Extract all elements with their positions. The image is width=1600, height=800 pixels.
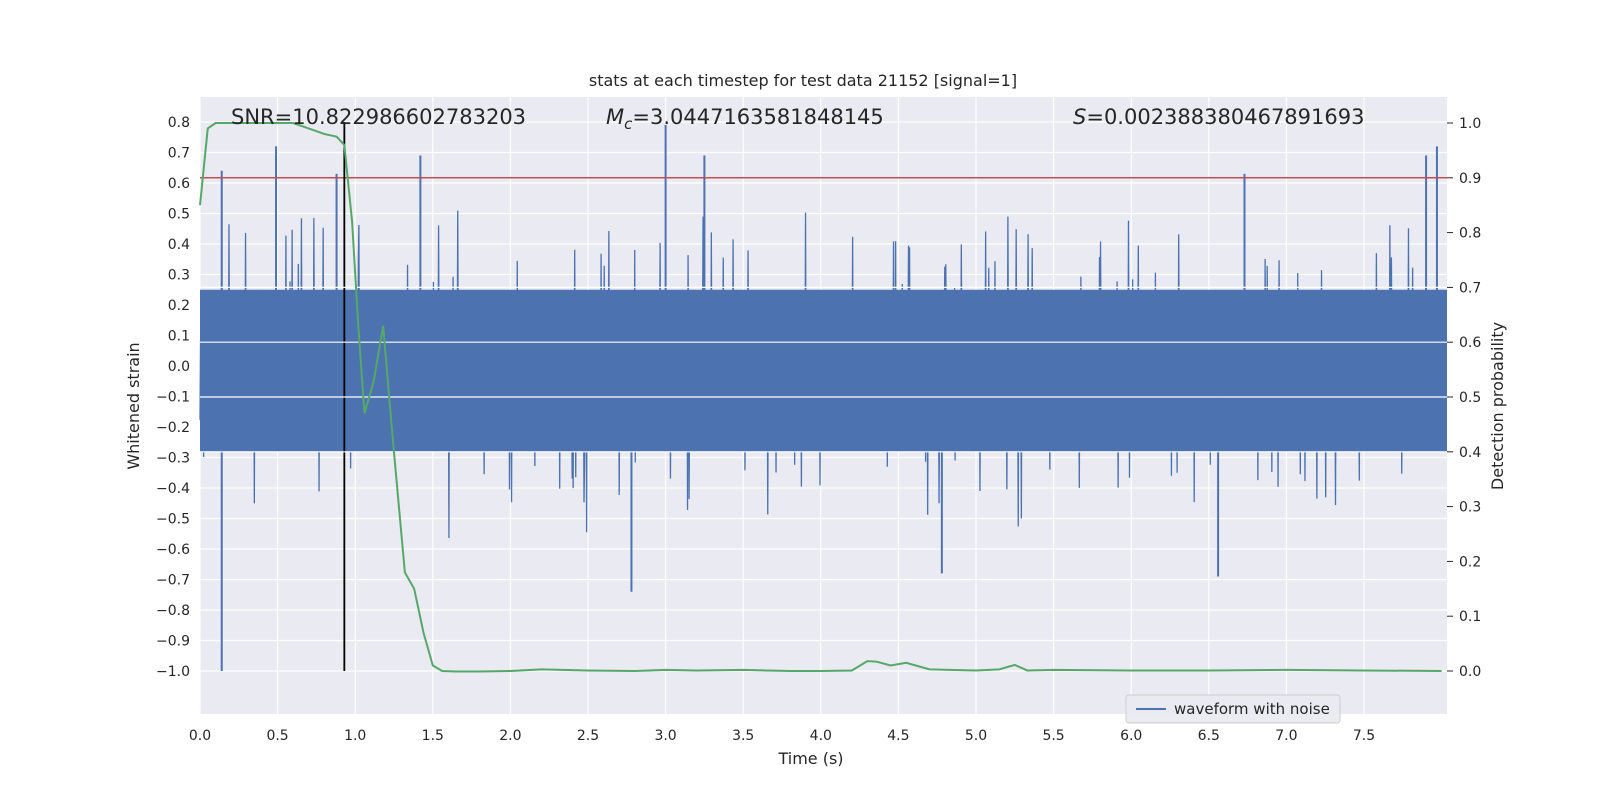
- x-axis-label: Time (s): [777, 749, 843, 768]
- snr-annotation: SNR=10.822986602783203: [231, 105, 526, 129]
- chirp-mass-value: =3.0447163581848145: [632, 105, 883, 129]
- y-left-tick-label-0: 0.8: [168, 115, 190, 131]
- chirp-mass-subscript: c: [624, 115, 633, 133]
- y-left-tick-label-9: −0.1: [156, 390, 190, 406]
- y-left-tick-label-15: −0.7: [156, 573, 190, 589]
- waveform-series: [199, 125, 1447, 671]
- legend-box: [1125, 694, 1341, 724]
- y-right-tick-label-3: 0.7: [1459, 280, 1481, 296]
- chirp-mass-symbol: M: [606, 105, 624, 129]
- y-left-tick-label-3: 0.5: [168, 207, 190, 223]
- y-right-tick-label-6: 0.4: [1459, 445, 1481, 461]
- y-left-tick-label-14: −0.6: [156, 542, 190, 558]
- x-tick-label-5: 2.5: [577, 728, 599, 744]
- x-tick-label-13: 6.5: [1198, 728, 1220, 744]
- x-tick-label-10: 5.0: [965, 728, 987, 744]
- x-tick-label-9: 4.5: [887, 728, 909, 744]
- y-left-tick-label-8: 0.0: [168, 359, 190, 375]
- y-right-axis-label: Detection probability: [1488, 322, 1507, 490]
- x-tick-label-1: 0.5: [266, 728, 288, 744]
- y-left-tick-label-18: −1.0: [156, 664, 190, 680]
- y-left-tick-label-11: −0.3: [156, 451, 190, 467]
- y-right-tick-label-5: 0.5: [1459, 390, 1481, 406]
- s-annotation: S=0.002388380467891693: [1073, 105, 1364, 129]
- legend: waveform with noise: [1125, 694, 1341, 724]
- y-right-tick-label-8: 0.2: [1459, 554, 1481, 570]
- s-symbol: S: [1073, 105, 1086, 129]
- legend-label-waveform: waveform with noise: [1174, 700, 1330, 718]
- s-value: =0.002388380467891693: [1086, 105, 1364, 129]
- y-left-tick-label-12: −0.4: [156, 481, 190, 497]
- y-right-axis-ticks: 1.0 0.9 0.8 0.7 0.6 0.5 0.4 0.3 0.2 0.1 0.0: [1447, 116, 1481, 680]
- chart-title: stats at each timestep for test data 211…: [589, 71, 1017, 90]
- y-left-axis-ticks: 0.8 0.7 0.6 0.5 0.4 0.3 0.2 0.1 0.0 −0.1 −0.2 −0.3 −…: [156, 115, 190, 680]
- y-right-tick-label-9: 0.1: [1459, 609, 1481, 625]
- x-tick-label-6: 3.0: [654, 728, 676, 744]
- x-tick-label-4: 2.0: [499, 728, 521, 744]
- y-left-tick-label-2: 0.6: [168, 176, 190, 192]
- y-left-tick-label-16: −0.8: [156, 603, 190, 619]
- y-left-tick-label-6: 0.2: [168, 298, 190, 314]
- waveform-core-band: [200, 289, 1447, 452]
- x-tick-label-14: 7.0: [1275, 728, 1297, 744]
- x-tick-label-2: 1.0: [344, 728, 366, 744]
- x-tick-label-3: 1.5: [422, 728, 444, 744]
- y-left-tick-label-10: −0.2: [156, 420, 190, 436]
- x-tick-label-11: 5.5: [1042, 728, 1064, 744]
- y-right-tick-label-4: 0.6: [1459, 335, 1481, 351]
- x-tick-label-7: 3.5: [732, 728, 754, 744]
- probability-line: [199, 122, 1442, 673]
- x-tick-label-0: 0.0: [189, 728, 211, 744]
- chirp-mass-annotation: Mc=3.0447163581848145: [606, 105, 884, 133]
- y-left-tick-label-13: −0.5: [156, 512, 190, 528]
- y-right-tick-label-10: 0.0: [1459, 664, 1481, 680]
- y-left-tick-label-1: 0.7: [168, 146, 190, 162]
- probability-series: [199, 122, 1442, 673]
- y-right-tick-label-2: 0.8: [1459, 226, 1481, 242]
- y-right-tick-label-1: 0.9: [1459, 171, 1481, 187]
- x-axis-ticks: 0.0 0.5 1.0 1.5 2.0 2.5 3.0 3.5 4.0 4.5 5.0 5.5 6.0 6…: [189, 728, 1375, 744]
- y-left-axis-label: Whitened strain: [124, 342, 143, 469]
- x-tick-label-8: 4.0: [810, 728, 832, 744]
- y-left-tick-label-5: 0.3: [168, 268, 190, 284]
- x-tick-label-12: 6.0: [1120, 728, 1142, 744]
- y-left-tick-label-4: 0.4: [168, 237, 190, 253]
- y-right-tick-label-0: 1.0: [1459, 116, 1481, 132]
- overlay-lines: [200, 122, 1447, 671]
- y-left-tick-label-17: −0.9: [156, 634, 190, 650]
- x-tick-label-15: 7.5: [1353, 728, 1375, 744]
- y-right-tick-label-7: 0.3: [1459, 500, 1481, 516]
- y-left-tick-label-7: 0.1: [168, 329, 190, 345]
